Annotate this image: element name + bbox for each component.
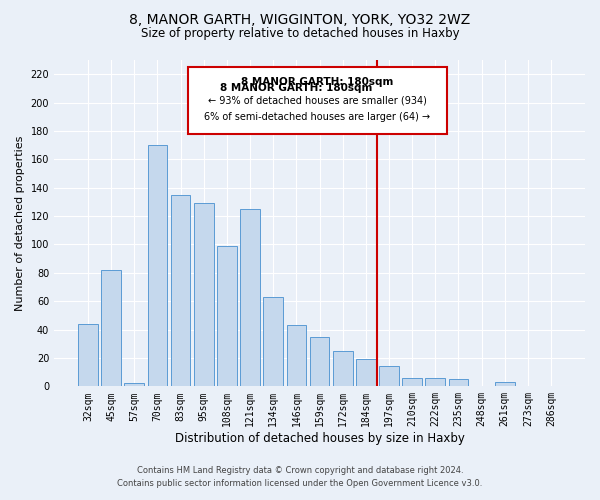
- Bar: [263, 297, 283, 386]
- Text: Contains HM Land Registry data © Crown copyright and database right 2024.
Contai: Contains HM Land Registry data © Crown c…: [118, 466, 482, 487]
- Text: 8 MANOR GARTH: 180sqm: 8 MANOR GARTH: 180sqm: [241, 77, 394, 87]
- Bar: [78, 324, 98, 386]
- Bar: [425, 378, 445, 386]
- Bar: [287, 326, 306, 386]
- Text: Size of property relative to detached houses in Haxby: Size of property relative to detached ho…: [140, 28, 460, 40]
- Bar: [217, 246, 237, 386]
- Bar: [101, 270, 121, 386]
- Bar: [495, 382, 515, 386]
- Text: 6% of semi-detached houses are larger (64) →: 6% of semi-detached houses are larger (6…: [204, 112, 430, 122]
- Bar: [188, 67, 447, 134]
- Text: 8 MANOR GARTH: 180sqm: 8 MANOR GARTH: 180sqm: [220, 84, 373, 94]
- Bar: [240, 209, 260, 386]
- Y-axis label: Number of detached properties: Number of detached properties: [15, 136, 25, 311]
- Bar: [194, 204, 214, 386]
- Bar: [449, 379, 468, 386]
- Bar: [333, 351, 353, 386]
- Bar: [124, 384, 144, 386]
- Text: 8, MANOR GARTH, WIGGINTON, YORK, YO32 2WZ: 8, MANOR GARTH, WIGGINTON, YORK, YO32 2W…: [130, 12, 470, 26]
- X-axis label: Distribution of detached houses by size in Haxby: Distribution of detached houses by size …: [175, 432, 464, 445]
- Bar: [310, 336, 329, 386]
- Bar: [379, 366, 399, 386]
- Text: ← 93% of detached houses are smaller (934): ← 93% of detached houses are smaller (93…: [208, 96, 427, 106]
- Bar: [148, 145, 167, 386]
- Bar: [356, 360, 376, 386]
- Bar: [402, 378, 422, 386]
- Bar: [171, 195, 190, 386]
